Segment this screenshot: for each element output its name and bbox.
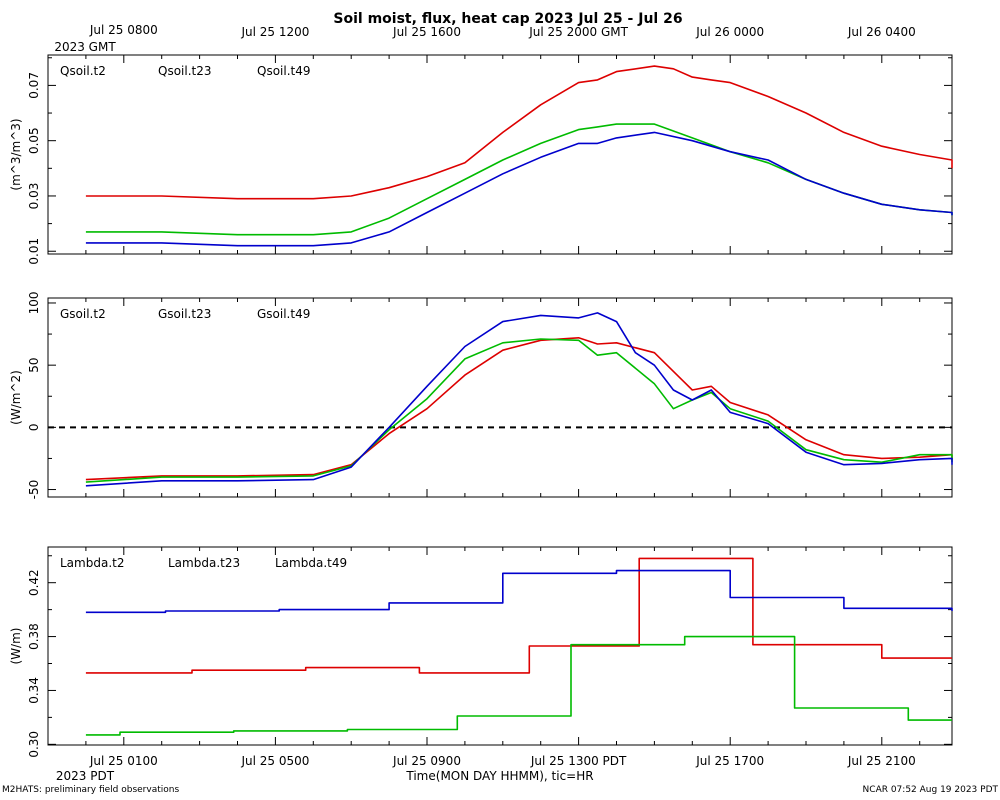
top-axis-label: Jul 26 0000 [695,25,764,39]
bottom-axis-labels: Jul 25 0100 Jul 25 0500 Jul 25 0900 Jul 25 … [89,754,916,768]
series-line-Lambda.t23 [85,635,952,736]
bottom-axis-label: Jul 25 2100 [847,754,916,768]
top-axis-label: Jul 26 0400 [847,25,916,39]
bottom-axis-start-sub: 2023 PDT [56,769,115,783]
series-line-Qsoil.t49 [85,131,953,247]
legend-entry: Qsoil.t49 [257,64,311,78]
bottom-axis-label: Jul 25 1700 [695,754,764,768]
footer-left: M2HATS: preliminary field observations [2,785,179,795]
series-line-Qsoil.t2 [85,65,953,200]
y-axis-label: (m^3/m^3) [9,118,23,190]
y-tick-label: 0.01 [27,238,41,265]
top-axis-label: Jul 25 0800 [89,23,158,37]
y-tick-label: 0 [27,424,41,432]
series-line-Lambda.t2 [85,557,952,674]
legend-entry: Lambda.t2 [60,556,124,570]
panel-2: -50 0 50 100 (W/m^2) Gsoil.t2 Gsoil.t23 Gsoil.t… [9,292,953,500]
series-line-Qsoil.t23 [85,123,953,236]
series-line-Gsoil.t2 [85,336,953,481]
bottom-axis-title: Time(MON DAY HHMM), tic=HR [405,769,593,783]
top-axis-labels: Jul 25 0800 Jul 25 1200 Jul 25 1600 Jul 25 … [89,23,916,39]
y-tick-label: 0.03 [27,183,41,210]
top-axis-label: Jul 25 2000 GMT [528,25,628,39]
y-tick-label: 0.34 [27,677,41,704]
legend-entry: Gsoil.t23 [158,307,211,321]
y-axis-label: (W/m) [9,628,23,665]
bottom-axis-label: Jul 25 0500 [240,754,309,768]
y-axis-label: (W/m^2) [9,370,23,425]
y-tick-label: 0.38 [27,623,41,650]
top-axis-start-sub: 2023 GMT [54,40,116,54]
panel-1: 0.01 0.03 0.05 0.07 (m^3/m^3) Qsoil.t2 Qsoil.t… [9,54,953,265]
y-tick-label: 0.05 [27,127,41,154]
y-tick-label: 0.42 [27,569,41,596]
series-line-Lambda.t49 [85,569,953,614]
y-tick-label: 0.07 [27,72,41,99]
panel-3: 0.30 0.34 0.38 0.42 (W/m) Lambda.t2 Lambda.t23… [9,546,953,758]
legend-entry: Lambda.t49 [275,556,347,570]
footer-right: NCAR 07:52 Aug 19 2023 PDT [863,785,999,795]
series-line-Gsoil.t49 [85,312,953,487]
legend-entry: Gsoil.t2 [60,307,106,321]
top-axis-label: Jul 25 1600 [392,25,461,39]
plot-frame [47,546,953,746]
series-line-Gsoil.t23 [85,338,953,483]
y-tick-label: -50 [27,480,41,500]
legend-entry: Gsoil.t49 [257,307,310,321]
bottom-axis-label: Jul 25 0100 [89,754,158,768]
y-tick-label: 100 [27,292,41,315]
plot-frame [47,54,953,255]
panels: 0.01 0.03 0.05 0.07 (m^3/m^3) Qsoil.t2 Qsoil.t… [9,54,953,758]
top-axis-label: Jul 25 1200 [240,25,309,39]
bottom-axis-label: Jul 25 1300 PDT [530,754,627,768]
y-tick-label: 50 [27,358,41,373]
chart-title: Soil moist, flux, heat cap 2023 Jul 25 -… [333,11,682,27]
legend-entry: Lambda.t23 [168,556,240,570]
legend-entry: Qsoil.t2 [60,64,106,78]
y-tick-label: 0.30 [27,731,41,758]
plot-frame [47,297,953,498]
legend-entry: Qsoil.t23 [158,64,212,78]
bottom-axis-label: Jul 25 0900 [392,754,461,768]
